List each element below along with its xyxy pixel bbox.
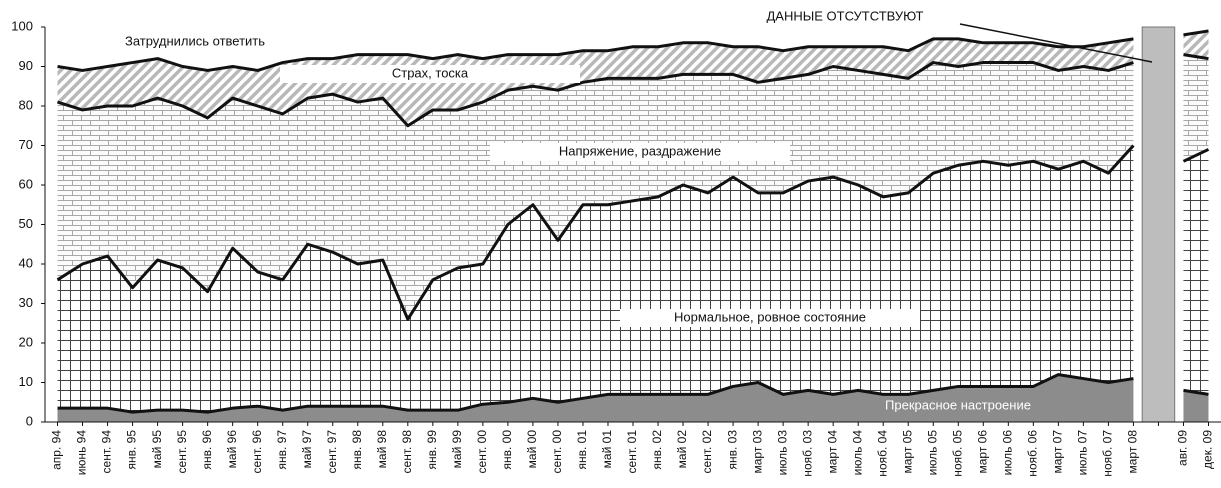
- y-tick-label: 10: [19, 374, 33, 389]
- x-tick-label: июль 03: [775, 430, 789, 476]
- series-line: [1183, 29, 1209, 37]
- x-tick-label: май 98: [375, 430, 389, 469]
- series-line: [57, 37, 1134, 72]
- x-tick-label: май 00: [525, 430, 539, 469]
- x-tick-label: июль 04: [850, 430, 864, 476]
- x-tick-label: нояб. 06: [1026, 430, 1040, 477]
- y-tick-label: 70: [19, 137, 33, 152]
- series-line: [56, 144, 1135, 321]
- y-tick-label: 40: [19, 255, 33, 270]
- label-box: [620, 309, 920, 327]
- x-tick-label: янв. 96: [200, 430, 214, 470]
- x-tick-label: май 95: [150, 430, 164, 469]
- x-tick-label: нояб. 04: [875, 430, 889, 477]
- series-label: Напряжение, раздражение: [559, 143, 721, 158]
- x-tick-label: апр. 94: [50, 430, 64, 470]
- series-line: [1182, 148, 1210, 163]
- x-tick-label: май 97: [300, 430, 314, 469]
- series-line: [1183, 388, 1209, 396]
- x-tick-label: янв. 03: [725, 430, 739, 470]
- no-data-bar: [1141, 26, 1176, 423]
- x-tick-label: нояб. 03: [800, 430, 814, 477]
- area: [1183, 390, 1209, 422]
- area: [1183, 149, 1209, 395]
- x-tick-label: март 06: [975, 430, 989, 474]
- area: [57, 145, 1134, 413]
- x-tick-label: май 99: [450, 430, 464, 469]
- area: [57, 374, 1134, 422]
- y-tick-label: 50: [19, 216, 33, 231]
- x-tick-label: март 03: [750, 430, 764, 474]
- x-tick-label: май 02: [675, 430, 689, 469]
- area: [57, 27, 1134, 71]
- x-tick-label: янв. 00: [500, 430, 514, 470]
- x-tick-label: июль 07: [1076, 430, 1090, 476]
- x-tick-label: май 96: [225, 430, 239, 469]
- x-tick-label: март 07: [1051, 430, 1065, 474]
- x-tick-label: нояб. 07: [1101, 430, 1115, 477]
- x-tick-label: авг. 09: [1176, 430, 1190, 466]
- series-line: [57, 61, 1134, 128]
- y-tick-label: 90: [19, 58, 33, 73]
- y-tick-label: 100: [11, 18, 33, 33]
- x-tick-label: сент. 98: [400, 430, 414, 474]
- x-tick-label: сент. 97: [325, 430, 339, 474]
- series-label: Прекрасное настроение: [885, 397, 1031, 412]
- x-tick-label: март 08: [1126, 430, 1140, 474]
- x-tick-label: сент. 01: [625, 430, 639, 474]
- series-label: Затруднились ответить: [125, 33, 265, 48]
- series-line: [1183, 53, 1209, 61]
- series-line: [57, 373, 1134, 414]
- x-tick-label: янв. 01: [575, 430, 589, 470]
- y-tick-label: 30: [19, 295, 33, 310]
- x-tick-label: янв. 99: [425, 430, 439, 470]
- x-tick-label: дек. 09: [1201, 430, 1215, 469]
- x-tick-label: сент. 00: [475, 430, 489, 474]
- x-tick-label: июль 05: [925, 430, 939, 476]
- label-box: [490, 143, 790, 161]
- annotation: ДАННЫЕ ОТСУТСТВУЮТ: [767, 8, 924, 23]
- x-tick-label: нояб. 05: [950, 430, 964, 477]
- series-label: Страх, тоска: [392, 65, 469, 80]
- x-tick-label: май 01: [600, 430, 614, 469]
- x-tick-label: июль 06: [1000, 430, 1014, 476]
- annotation-line: [959, 23, 1153, 63]
- x-tick-label: янв. 98: [350, 430, 364, 470]
- x-tick-label: янв. 95: [125, 430, 139, 470]
- x-tick-label: июнь 94: [75, 430, 89, 476]
- area: [57, 38, 1134, 126]
- x-tick-label: сент. 94: [100, 430, 114, 474]
- y-tick-label: 0: [26, 413, 33, 428]
- area: [1183, 30, 1209, 59]
- label-box: [280, 65, 580, 83]
- x-tick-label: сент. 95: [175, 430, 189, 474]
- area: [57, 62, 1134, 320]
- y-tick-label: 60: [19, 176, 33, 191]
- x-tick-label: март 05: [900, 430, 914, 474]
- x-tick-label: сент. 02: [700, 430, 714, 474]
- x-tick-label: янв. 97: [275, 430, 289, 470]
- x-tick-label: сент. 96: [250, 430, 264, 474]
- y-tick-label: 80: [19, 97, 33, 112]
- x-tick-label: март 04: [825, 430, 839, 474]
- x-tick-label: сент. 00: [550, 430, 564, 474]
- x-tick-label: янв. 02: [650, 430, 664, 470]
- series-label: Нормальное, ровное состояние: [674, 309, 866, 324]
- area: [1183, 54, 1209, 162]
- y-tick-label: 20: [19, 334, 33, 349]
